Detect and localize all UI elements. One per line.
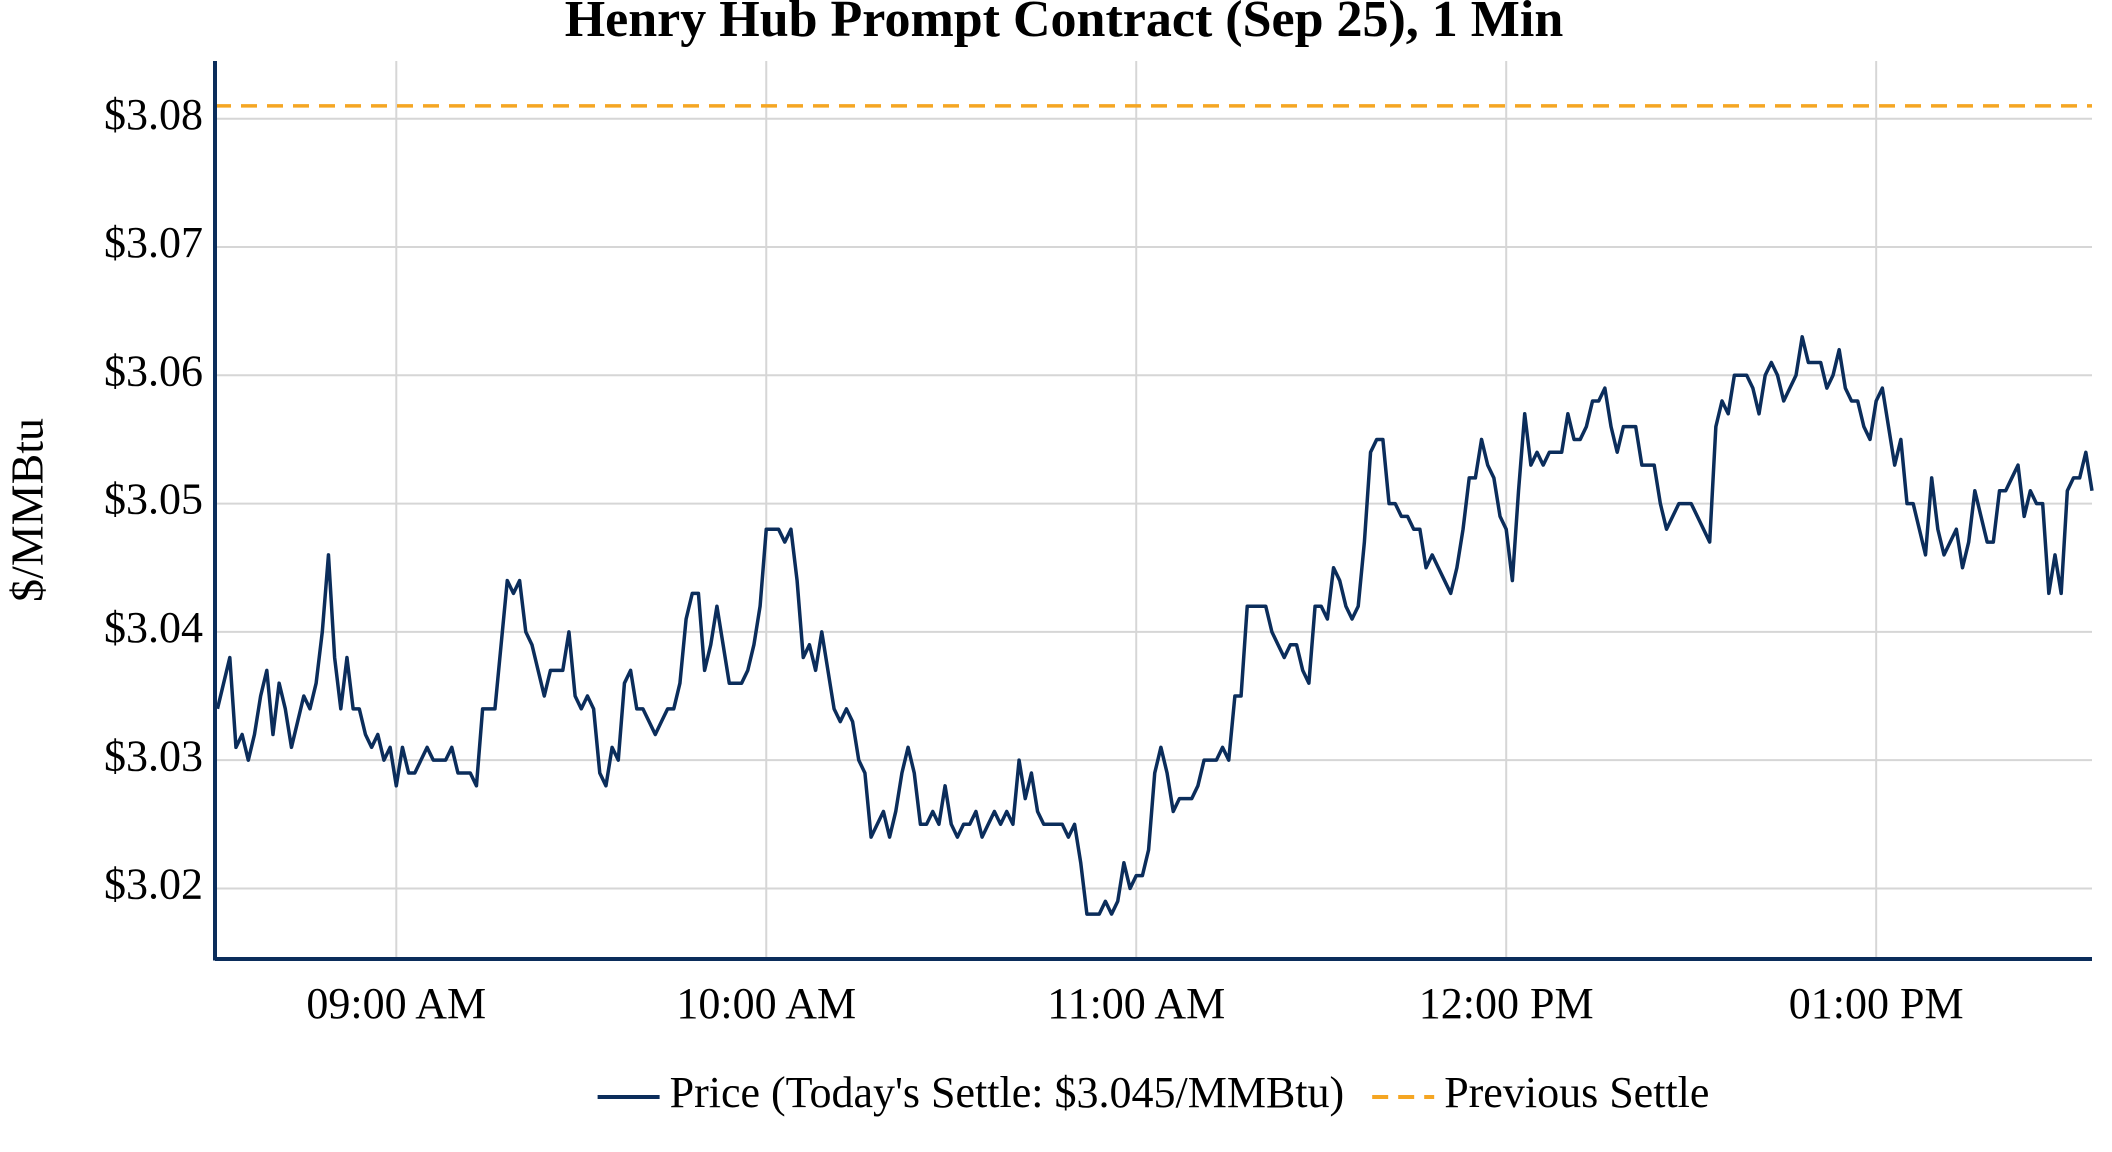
y-tick-label: $3.06	[104, 346, 203, 395]
legend-label: Previous Settle	[1444, 1068, 1709, 1117]
x-tick-label: 11:00 AM	[1047, 979, 1225, 1028]
y-tick-label: $3.02	[104, 860, 203, 909]
y-tick-label: $3.05	[104, 475, 203, 524]
y-axis-label: $/MMBtu	[2, 418, 53, 602]
y-tick-label: $3.08	[104, 90, 203, 139]
price-line	[215, 335, 2094, 916]
y-tick-label: $3.03	[104, 731, 203, 780]
y-tick-label: $3.04	[104, 603, 203, 652]
x-tick-label: 09:00 AM	[306, 979, 486, 1028]
x-tick-label: 12:00 PM	[1419, 979, 1594, 1028]
x-tick-label: 10:00 AM	[676, 979, 856, 1028]
legend-label: Price (Today's Settle: $3.045/MMBtu)	[670, 1068, 1345, 1117]
chart-title: Henry Hub Prompt Contract (Sep 25), 1 Mi…	[565, 0, 1564, 48]
x-tick-label: 01:00 PM	[1789, 979, 1964, 1028]
y-tick-label: $3.07	[104, 218, 203, 267]
